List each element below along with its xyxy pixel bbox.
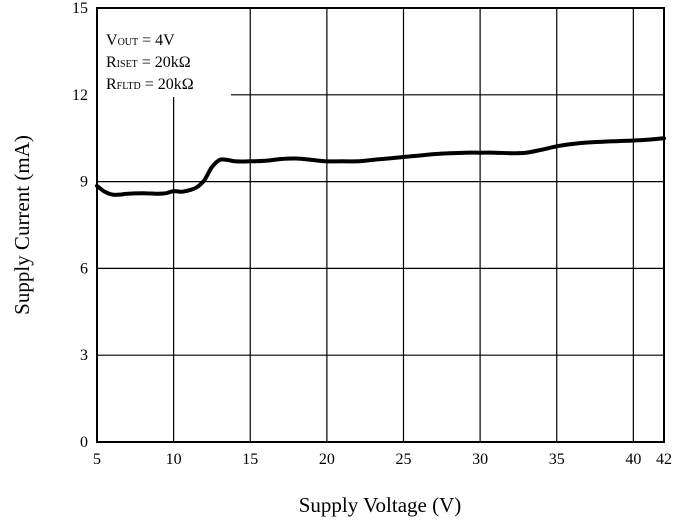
annotation-rfltd: RFLTD = 20kΩ bbox=[106, 76, 194, 93]
y-tick-label: 15 bbox=[72, 0, 88, 17]
y-tick-label: 9 bbox=[80, 174, 88, 191]
legend-box: VOUT = 4V RISET = 20kΩ RFLTD = 20kΩ bbox=[98, 9, 231, 97]
x-tick-label: 40 bbox=[625, 451, 641, 468]
x-tick-label: 15 bbox=[242, 451, 258, 468]
plot-frame bbox=[96, 7, 665, 443]
y-axis-title: Supply Current (mA) bbox=[10, 135, 34, 315]
series-group bbox=[95, 136, 666, 197]
y-tick-label: 0 bbox=[80, 434, 88, 451]
y-tick-label: 12 bbox=[72, 87, 88, 104]
x-tick-labels: 5 10 15 20 25 30 35 40 42 bbox=[93, 451, 672, 468]
x-tick-label: 10 bbox=[166, 451, 182, 468]
x-tick-label: 5 bbox=[93, 451, 101, 468]
x-tick-label: 20 bbox=[319, 451, 335, 468]
x-axis-title: Supply Voltage (V) bbox=[299, 493, 462, 517]
y-tick-labels: 0 3 6 9 12 15 bbox=[72, 0, 88, 451]
y-tick-label: 6 bbox=[80, 260, 88, 277]
x-tick-label: 42 bbox=[656, 451, 672, 468]
annotation-vout: VOUT = 4V bbox=[106, 32, 175, 49]
supply-current-line bbox=[95, 136, 666, 197]
y-tick-label: 3 bbox=[80, 347, 88, 364]
annotation-riset: RISET = 20kΩ bbox=[106, 54, 191, 71]
x-tick-label: 25 bbox=[395, 451, 411, 468]
x-tick-label: 30 bbox=[472, 451, 488, 468]
x-tick-label: 35 bbox=[549, 451, 565, 468]
